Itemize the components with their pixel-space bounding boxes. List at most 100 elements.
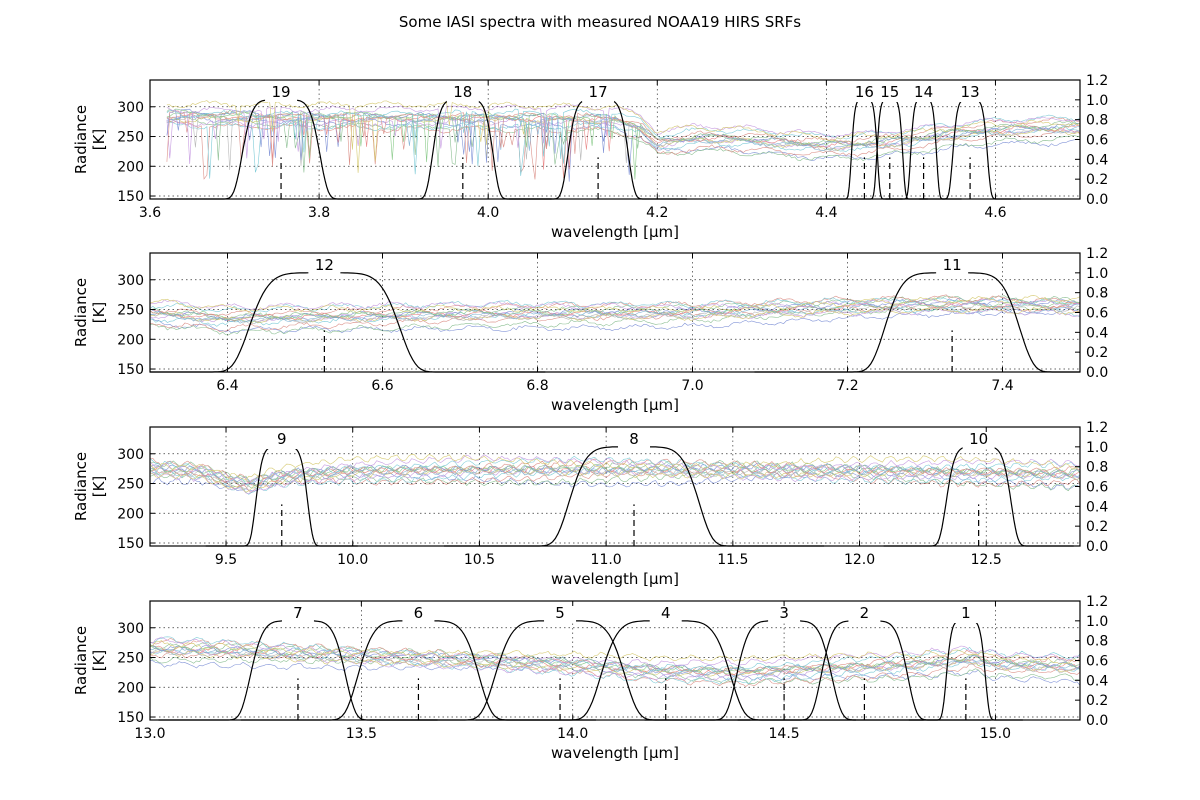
x-tick-label: 9.5 xyxy=(215,552,237,568)
x-tick-label: 15.0 xyxy=(980,726,1011,742)
x-tick-label: 7.0 xyxy=(681,378,703,394)
y-tick-label-right: 1.2 xyxy=(1086,420,1108,436)
x-tick-label: 12.5 xyxy=(971,552,1002,568)
channel-label-bg xyxy=(848,603,881,623)
x-tick-label: 7.4 xyxy=(991,378,1013,394)
x-tick-label: 13.5 xyxy=(346,726,377,742)
x-tick-label: 12.0 xyxy=(844,552,875,568)
spectrum-line xyxy=(149,453,1081,481)
y-tick-label-right: 1.0 xyxy=(1086,93,1108,109)
spectrum-line xyxy=(149,660,1081,686)
y-tick-label-right: 1.2 xyxy=(1086,246,1108,262)
channel-label-bg xyxy=(544,603,577,623)
y-axis-label: Radiance[K] xyxy=(72,452,108,521)
y-tick-label-left: 200 xyxy=(117,332,144,348)
channel-label-bg xyxy=(962,429,995,449)
y-tick-label-right: 0.4 xyxy=(1086,152,1108,168)
channel-label-bg xyxy=(582,82,615,102)
x-tick-label: 4.4 xyxy=(815,205,837,221)
x-axis-label: wavelength [μm] xyxy=(551,223,679,241)
y-tick-label-left: 150 xyxy=(117,189,144,205)
y-axis-label-line: [K] xyxy=(90,476,108,498)
channel-label-8: 8 xyxy=(629,430,639,448)
x-tick-label: 10.0 xyxy=(337,552,368,568)
y-tick-label-right: 0.4 xyxy=(1086,325,1108,341)
y-axis-label: Radiance[K] xyxy=(72,626,108,695)
y-tick-label-right: 0.4 xyxy=(1086,673,1108,689)
channel-label-6: 6 xyxy=(414,604,424,622)
channel-label-18: 18 xyxy=(453,83,472,101)
channel-label-bg xyxy=(873,82,906,102)
spectrum-line xyxy=(149,637,1081,675)
y-tick-label-left: 150 xyxy=(117,710,144,726)
channel-label-bg xyxy=(936,255,969,275)
spectrum-line xyxy=(149,305,1081,327)
x-tick-label: 4.6 xyxy=(984,205,1006,221)
y-tick-label-right: 0.2 xyxy=(1086,693,1108,709)
spectrum-line xyxy=(149,454,1081,485)
x-axis-label: wavelength [μm] xyxy=(551,744,679,762)
x-tick-label: 10.5 xyxy=(464,552,495,568)
y-tick-label-right: 0.8 xyxy=(1086,113,1108,129)
y-tick-label-left: 250 xyxy=(117,651,144,667)
y-tick-label-right: 1.2 xyxy=(1086,73,1108,89)
channel-label-9: 9 xyxy=(277,430,287,448)
y-tick-label-left: 300 xyxy=(117,273,144,289)
chart-panel-4: 7 6 5 4 3 2 1 13.0 13.5 14.0 14.5 15.0 150 200 250 300 0… xyxy=(72,594,1108,762)
x-tick-label: 11.0 xyxy=(591,552,622,568)
channel-label-16: 16 xyxy=(855,83,874,101)
chart-panel-3: 9 8 10 9.5 10.0 10.5 11.0 11.5 12.0 12.5 150 200 250… xyxy=(72,420,1108,588)
y-tick-label-right: 0.0 xyxy=(1086,192,1108,208)
y-tick-label-right: 0.2 xyxy=(1086,519,1108,535)
y-tick-label-left: 200 xyxy=(117,680,144,696)
y-tick-label-left: 250 xyxy=(117,303,144,319)
y-axis-label-line: [K] xyxy=(90,302,108,324)
channel-label-bg xyxy=(949,603,982,623)
y-tick-label-left: 300 xyxy=(117,100,144,116)
channel-label-bg xyxy=(649,603,682,623)
spectrum-line xyxy=(149,297,1081,313)
channel-label-3: 3 xyxy=(779,604,789,622)
channel-label-bg xyxy=(265,429,298,449)
y-tick-label-right: 0.0 xyxy=(1086,539,1108,555)
x-tick-label: 6.8 xyxy=(526,378,548,394)
y-tick-label-right: 0.8 xyxy=(1086,460,1108,476)
y-tick-label-right: 0.0 xyxy=(1086,365,1108,381)
channel-label-11: 11 xyxy=(943,256,962,274)
y-tick-label-right: 0.2 xyxy=(1086,345,1108,361)
x-tick-label: 14.0 xyxy=(557,726,588,742)
y-tick-label-right: 0.2 xyxy=(1086,172,1108,188)
y-tick-label-left: 200 xyxy=(117,506,144,522)
y-tick-label-right: 0.8 xyxy=(1086,634,1108,650)
y-axis-label-line: Radiance xyxy=(72,278,90,347)
y-tick-label-right: 1.2 xyxy=(1086,594,1108,610)
y-tick-label-right: 0.6 xyxy=(1086,480,1108,496)
y-tick-label-left: 300 xyxy=(117,447,144,463)
y-tick-label-right: 0.8 xyxy=(1086,286,1108,302)
y-tick-label-left: 300 xyxy=(117,621,144,637)
channel-label-5: 5 xyxy=(555,604,565,622)
spectrum-line xyxy=(166,108,1081,159)
spectrum-line xyxy=(149,640,1081,665)
x-tick-label: 11.5 xyxy=(717,552,748,568)
spectrum-line xyxy=(149,295,1081,321)
x-tick-label: 13.0 xyxy=(134,726,165,742)
spectrum-line xyxy=(149,308,1081,334)
chart-panel-1: 19 18 17 16 15 14 13 3.6 3.8 4.0 4.2 4.4 4.6 150 200 25… xyxy=(72,73,1108,241)
y-tick-label-right: 0.4 xyxy=(1086,499,1108,515)
channel-label-bg xyxy=(954,82,987,102)
spectrum-line xyxy=(149,303,1081,324)
spectrum-line xyxy=(166,120,1081,180)
y-tick-label-left: 250 xyxy=(117,130,144,146)
x-tick-label: 6.4 xyxy=(216,378,238,394)
spectrum-line xyxy=(149,298,1081,322)
x-tick-label: 4.2 xyxy=(646,205,668,221)
channel-label-bg xyxy=(265,82,298,102)
x-axis-label: wavelength [μm] xyxy=(551,396,679,414)
spectrum-line xyxy=(149,298,1081,311)
y-axis-label-line: Radiance xyxy=(72,626,90,695)
channel-label-12: 12 xyxy=(315,256,334,274)
spectrum-line xyxy=(149,642,1081,674)
spectrum-line xyxy=(149,645,1081,675)
